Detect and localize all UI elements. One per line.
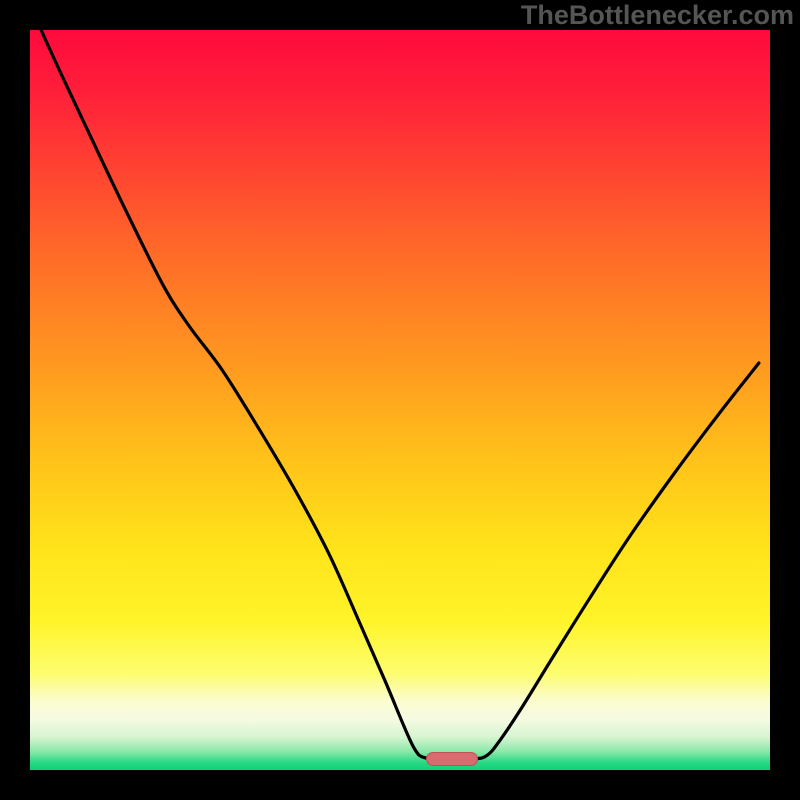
- watermark-text: TheBottlenecker.com: [521, 0, 794, 31]
- optimal-marker: [426, 752, 478, 767]
- plot-area: [30, 30, 770, 770]
- bottleneck-curve: [30, 30, 770, 770]
